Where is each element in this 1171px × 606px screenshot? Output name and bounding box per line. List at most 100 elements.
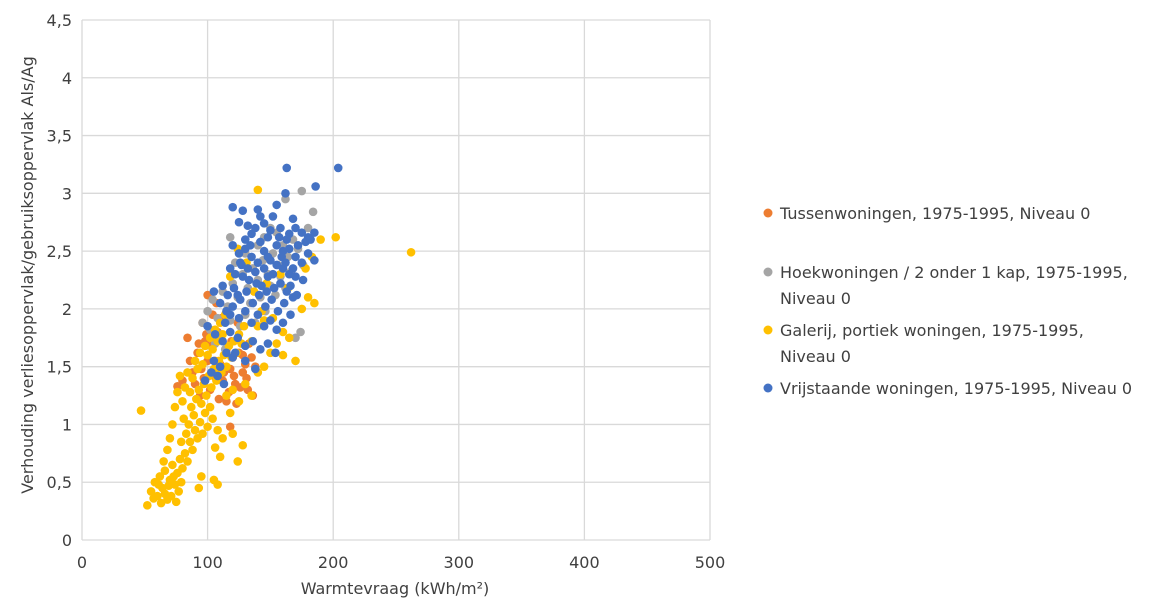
legend-item: Vrijstaande woningen, 1975-1995, Niveau … [763,379,1132,398]
data-point [166,491,176,501]
data-point [203,422,212,432]
legend-label: Vrijstaande woningen, 1975-1995, Niveau … [780,379,1132,398]
data-point [268,212,278,221]
data-point [207,383,216,392]
data-point [238,272,248,281]
data-point [194,385,204,395]
data-point [272,260,281,270]
data-point [178,397,187,406]
y-tick-label: 3,5 [47,127,72,146]
data-point [189,410,199,420]
data-point [259,362,269,371]
data-point [246,241,255,250]
data-point [259,264,269,273]
data-point [263,232,273,242]
data-point [215,362,225,371]
data-point [197,399,206,408]
data-point [253,205,263,214]
data-point [253,185,263,195]
data-point [234,249,244,258]
data-point [240,306,250,316]
data-point [203,306,212,316]
data-point [146,487,156,496]
data-point [195,417,205,427]
data-point [233,333,243,343]
data-point [228,202,238,212]
data-point [213,480,222,489]
data-point [149,494,158,503]
data-point [143,501,152,510]
data-point [244,275,254,285]
legend-label: Hoekwoningen / 2 onder 1 kap, 1975-1995, [780,263,1128,282]
x-tick-label: 0 [77,553,87,572]
data-point [208,345,217,354]
data-point [291,252,300,262]
legend: Tussenwoningen, 1975-1995, Niveau 0 Hoekw… [763,204,1132,398]
data-point [234,217,244,227]
data-point [316,235,325,244]
data-point [208,295,217,304]
data-point [200,376,210,385]
data-point [259,219,269,228]
data-point [266,316,275,325]
data-point [156,498,166,508]
data-point [256,345,265,354]
data-point [282,163,292,173]
data-point [159,457,168,466]
data-point [247,318,256,328]
data-point [276,279,285,288]
data-point [240,341,250,351]
y-tick-label: 1,5 [47,358,72,377]
y-tick-label: 0,5 [47,473,72,492]
grid-lines [81,19,711,541]
data-point [262,287,271,296]
data-point [213,371,222,381]
data-point [233,457,243,466]
data-point [303,293,313,302]
data-point [203,321,212,331]
data-point [253,321,263,331]
series-3 [200,163,343,389]
data-point [228,429,238,438]
data-point [303,249,313,258]
data-point [190,425,200,435]
legend-marker [763,267,773,277]
data-point [238,440,248,450]
data-point [215,298,225,308]
data-point [228,241,238,250]
data-point [240,356,250,366]
data-point [286,310,295,319]
data-point [261,302,270,311]
legend-marker [763,208,773,218]
data-point [297,228,307,237]
data-point [230,348,240,358]
data-point [218,434,227,443]
data-point [282,235,292,244]
data-point [168,460,177,470]
data-point [306,235,315,244]
data-point [220,318,230,328]
data-point [251,267,260,277]
data-point [225,264,235,273]
data-point [165,434,175,443]
data-point [213,425,222,435]
data-point [233,290,243,300]
legend-marker [763,383,773,393]
data-point [297,186,307,196]
data-point [254,290,264,300]
data-point [197,472,206,481]
data-point [259,321,269,331]
legend-marker [763,325,773,335]
data-point [173,387,182,397]
data-point [278,350,288,360]
data-point [205,402,215,412]
data-point [296,327,305,337]
data-point [234,397,244,406]
data-point [228,385,238,395]
data-point [183,368,192,377]
data-point [154,480,163,489]
data-point [225,327,235,337]
data-point [180,449,190,458]
data-point [136,406,146,415]
